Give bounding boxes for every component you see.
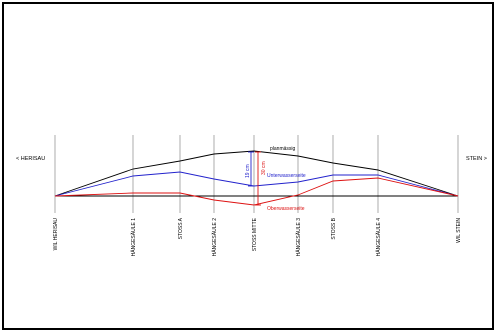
station-label-haengesaeule-2: HÄNGESÄULE 2 [211, 218, 218, 257]
station-lines [54, 135, 459, 213]
station-label-haengesaeule-1: HÄNGESÄULE 1 [130, 218, 137, 257]
dimension-upper-label: 19 cm [245, 164, 251, 178]
page-border [2, 2, 494, 330]
station-label-haengesaeule-4: HÄNGESÄULE 4 [375, 218, 382, 257]
station-label-wil-herisau: WIL HERISAU [53, 218, 59, 251]
planmaessig-label: planmässig [270, 146, 296, 152]
right-direction-label: STEIN > [466, 156, 487, 162]
station-label-haengesaeule-3: HÄNGESÄULE 3 [295, 218, 302, 257]
station-label-stoss-a: STOSS A [178, 217, 184, 239]
left-direction-label: < HERISAU [16, 156, 45, 162]
station-labels: WIL HERISAU HÄNGESÄULE 1 STOSS A HÄNGESÄULE… [53, 217, 462, 256]
oberwasserseite-curve [54, 177, 459, 206]
station-label-wil-stein: WIL STEIN [456, 218, 462, 243]
dimension-lower [255, 151, 261, 206]
planmaessig-curve [54, 150, 459, 197]
unterwasserseite-label: Unterwasserseite [267, 173, 306, 179]
oberwasserseite-label: Oberwasserseite [267, 206, 305, 212]
unterwasserseite-curve [54, 171, 459, 197]
dimension-upper [248, 151, 254, 187]
station-label-stoss-mitte: STOSS MITTE [252, 217, 258, 251]
dimension-lower-label: 30 cm [261, 161, 267, 175]
station-label-stoss-b: STOSS B [331, 217, 337, 239]
